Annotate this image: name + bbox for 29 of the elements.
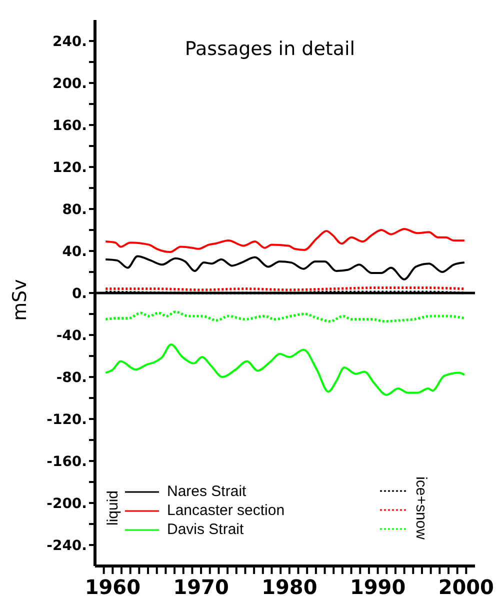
y-tick-label: -80. — [56, 370, 87, 386]
y-tick-label: 80. — [62, 202, 87, 218]
line-series — [104, 343, 466, 396]
x-tick-label: 1960 — [84, 575, 141, 599]
line-series — [104, 310, 466, 323]
legend-label: Nares Strait — [167, 483, 246, 500]
y-tick-label: 160. — [52, 118, 87, 134]
legend-label: Lancaster section — [167, 502, 285, 519]
y-tick-label: 0. — [72, 286, 87, 302]
line-series — [104, 255, 466, 280]
y-tick-label: -160. — [46, 454, 87, 470]
x-tick-label: 1970 — [173, 575, 229, 599]
y-tick-label: 200. — [52, 76, 87, 92]
y-tick-label: -40. — [56, 328, 87, 344]
y-tick-label: -240. — [46, 538, 87, 554]
y-tick-label: -200. — [46, 496, 87, 512]
line-series — [104, 228, 466, 254]
y-tick-label: -120. — [46, 412, 87, 428]
x-tick-label: 1990 — [350, 575, 406, 599]
y-tick-label: 120. — [52, 160, 87, 176]
x-tick-label: 2000 — [438, 575, 494, 599]
y-tick-label: 240. — [52, 34, 87, 50]
y-axis-title: mSv — [9, 279, 31, 321]
text: Passages in detail — [184, 38, 356, 60]
x-tick-label: 1980 — [262, 575, 318, 599]
annotation: liquid — [104, 490, 122, 526]
annotation: ice+snow — [412, 476, 430, 540]
y-tick-label: 40. — [62, 244, 87, 260]
legend-label: Davis Strait — [167, 521, 244, 538]
